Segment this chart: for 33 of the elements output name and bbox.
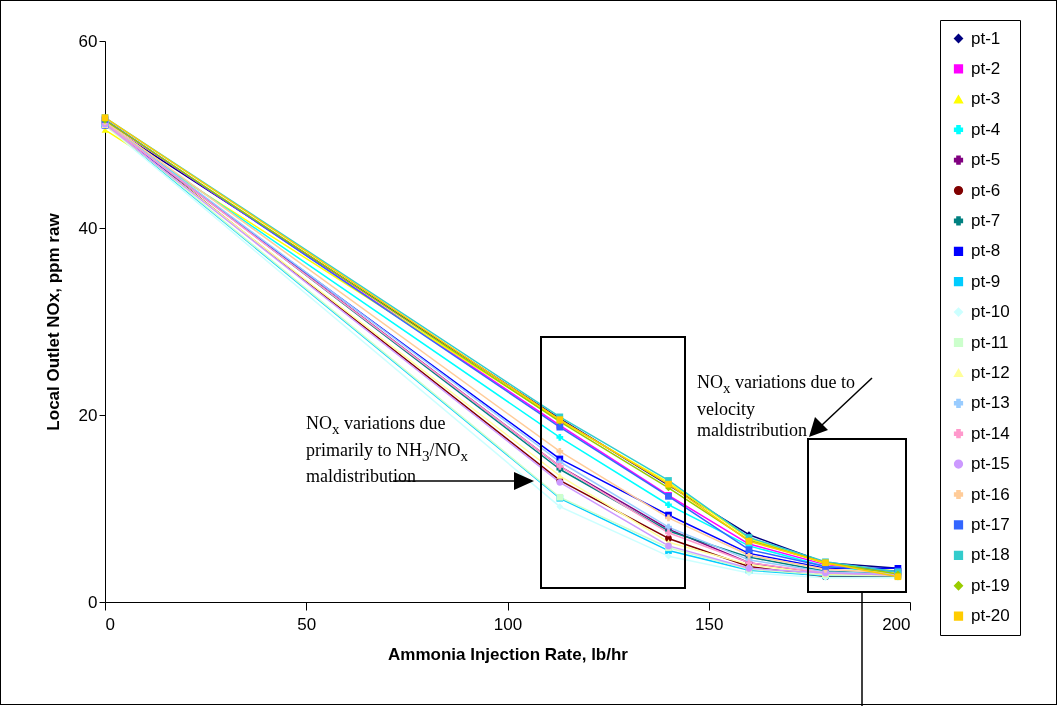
y-tick-label: 60 — [78, 31, 98, 51]
x-tick-label: 0 — [105, 614, 115, 634]
legend-label: pt-1 — [971, 28, 1001, 48]
legend-label: pt-3 — [971, 89, 1001, 109]
legend-label: pt-17 — [971, 514, 1010, 534]
legend-label: pt-4 — [971, 119, 1001, 139]
legend-label: pt-14 — [971, 423, 1010, 443]
x-axis-title: Ammonia Injection Rate, lb/hr — [388, 644, 629, 664]
legend-label: pt-11 — [971, 332, 1009, 352]
legend-label: pt-20 — [971, 606, 1010, 626]
legend-label: pt-5 — [971, 150, 1001, 170]
legend-label: pt-16 — [971, 484, 1010, 504]
x-tick-label: 150 — [695, 614, 724, 634]
legend-label: pt-10 — [971, 302, 1010, 322]
legend-label: pt-12 — [971, 362, 1010, 382]
text: NO$_{x}$ variations due primarily to NH$_{3}$/NO$_{x}$ maldistribution — [306, 413, 468, 487]
legend-label: pt-15 — [971, 454, 1010, 474]
x-tick-label: 100 — [493, 614, 523, 634]
legend-label: pt-8 — [971, 241, 1001, 261]
legend-label: pt-7 — [971, 210, 1001, 230]
y-tick-label: 0 — [88, 592, 98, 612]
x-tick-label: 50 — [297, 614, 317, 634]
y-tick-label: 40 — [78, 218, 98, 238]
legend-label: pt-9 — [971, 271, 1001, 291]
legend-label: pt-18 — [971, 545, 1010, 565]
annotation: NO$_{x}$ variations due to velocity maldistribution — [697, 372, 856, 441]
legend-label: pt-13 — [971, 393, 1010, 413]
legend-label: pt-2 — [971, 58, 1001, 78]
x-tick-label: 200 — [882, 614, 911, 634]
y-tick-label: 20 — [78, 405, 98, 425]
legend-label: pt-6 — [971, 180, 1001, 200]
y-axis-title: Local Outlet NOx, ppm raw — [43, 212, 63, 431]
legend-label: pt-19 — [971, 575, 1010, 595]
